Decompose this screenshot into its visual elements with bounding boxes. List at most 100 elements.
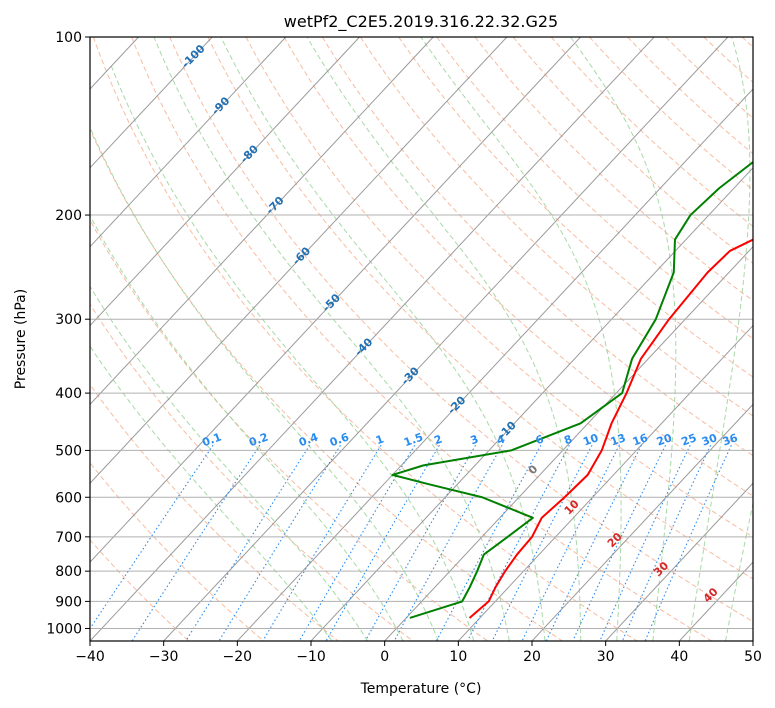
parcel-label: 20 bbox=[605, 530, 625, 550]
mixing-ratio-label: 1.5 bbox=[402, 430, 425, 449]
y-tick-label: 1000 bbox=[46, 621, 82, 637]
dry-adiabat-line bbox=[627, 37, 753, 155]
moist-adiabat-line bbox=[153, 37, 510, 641]
mixing-ratio-line bbox=[393, 444, 503, 641]
x-tick-label: 0 bbox=[380, 649, 389, 665]
mixing-ratio-line bbox=[621, 444, 712, 641]
isotherm-line bbox=[90, 37, 508, 485]
moist-adiabat-line bbox=[688, 37, 751, 641]
plot-frame bbox=[89, 36, 754, 642]
y-tick-label: 600 bbox=[55, 490, 82, 506]
isotherm-line bbox=[531, 403, 753, 641]
mixing-ratio-label: 36 bbox=[721, 431, 740, 449]
y-axis-ticks: 100 200 300 400 500 600 700 800 900 1000 bbox=[46, 30, 90, 637]
moist-adiabat-line bbox=[306, 37, 582, 641]
dry-adiabat-line bbox=[92, 37, 638, 641]
dry-adiabats bbox=[90, 37, 753, 641]
mixing-ratio-label: 1 bbox=[374, 432, 386, 447]
dry-adiabat-line bbox=[321, 37, 753, 457]
y-tick-label: 300 bbox=[55, 312, 82, 328]
background-line-labels: 0.1 0.2 0.4 0.6 1 1.5 2 3 4 6 8 10 13 16 20 25 30 36-100-… bbox=[179, 42, 740, 605]
isotherm-line bbox=[90, 37, 655, 641]
isotherm-line bbox=[678, 561, 753, 641]
dewpoint-profile bbox=[391, 160, 753, 619]
moist-adiabat-line bbox=[90, 125, 439, 641]
mixing-ratio-line bbox=[572, 444, 667, 641]
mixing-ratio-line bbox=[521, 444, 620, 641]
pressure-gridlines bbox=[90, 37, 753, 629]
dry-adiabat-line bbox=[169, 37, 753, 623]
dry-adiabat-line bbox=[245, 37, 753, 538]
y-tick-label: 700 bbox=[55, 530, 82, 546]
mixing-ratio-label: 30 bbox=[700, 431, 719, 449]
mixing-ratio-label: 0.4 bbox=[297, 430, 320, 449]
mixing-ratio-line bbox=[364, 444, 477, 641]
moist-adiabat-line bbox=[570, 37, 677, 641]
isotherm-line bbox=[90, 37, 213, 169]
dry-adiabat-line bbox=[90, 383, 339, 641]
mixing-ratio-line bbox=[325, 444, 440, 641]
isotherm-line bbox=[90, 37, 434, 406]
isotherm-line bbox=[90, 37, 287, 248]
y-tick-label: 200 bbox=[55, 208, 82, 224]
mixing-ratio-label: 13 bbox=[609, 431, 628, 448]
isotherm-line bbox=[752, 640, 753, 641]
parcel-label: 30 bbox=[651, 559, 671, 579]
dry-adiabat-line bbox=[90, 303, 414, 641]
dry-adiabat-line bbox=[703, 37, 753, 84]
isotherm-line bbox=[163, 37, 729, 641]
mixing-ratio-line bbox=[262, 444, 382, 641]
mixing-ratio-line bbox=[131, 444, 261, 641]
parcel-label: 40 bbox=[701, 585, 721, 605]
moist-adiabat-line bbox=[220, 37, 546, 641]
mixing-ratio-label: 10 bbox=[581, 431, 600, 449]
parcel-label: 10 bbox=[562, 497, 582, 517]
isotherm-line bbox=[384, 245, 753, 641]
mixing-ratio-line bbox=[467, 444, 570, 641]
isotherm-line bbox=[0, 37, 65, 641]
mixing-ratio-line bbox=[545, 444, 642, 641]
moist-adiabat-line bbox=[90, 214, 404, 641]
isotherm-line bbox=[236, 88, 753, 641]
dry-adiabat-line bbox=[90, 128, 563, 641]
mixing-ratio-line bbox=[298, 444, 416, 641]
dry-adiabat-line bbox=[436, 37, 753, 340]
mixing-ratio-label: 16 bbox=[631, 431, 650, 449]
y-tick-label: 500 bbox=[55, 443, 82, 459]
x-tick-label: 20 bbox=[523, 649, 541, 665]
mixing-ratio-label: 4 bbox=[495, 432, 507, 447]
isotherm-line bbox=[90, 37, 360, 327]
moist-adiabat-line bbox=[420, 37, 622, 641]
x-axis-ticks: −40 −30 −20 −10 0 10 20 30 40 50 bbox=[75, 641, 762, 665]
x-tick-label: −10 bbox=[296, 649, 326, 665]
isotherm-line bbox=[90, 37, 581, 563]
mixing-ratio-line bbox=[644, 444, 732, 641]
x-tick-label: 40 bbox=[670, 649, 688, 665]
y-tick-label: 100 bbox=[55, 30, 82, 46]
mixing-ratio-line bbox=[185, 444, 311, 641]
dry-adiabat-line bbox=[665, 37, 753, 119]
x-tick-label: −20 bbox=[223, 649, 253, 665]
mixing-ratio-label: 3 bbox=[469, 432, 481, 447]
mixing-ratio-label: 8 bbox=[562, 432, 574, 447]
parcel-label: 0 bbox=[526, 462, 541, 477]
dry-adiabat-line bbox=[398, 37, 753, 378]
plot-area: 0.1 0.2 0.4 0.6 1 1.5 2 3 4 6 8 10 13 16 20 25 30 36-100-… bbox=[0, 37, 753, 641]
mixing-ratio-line bbox=[435, 444, 542, 641]
mixing-ratio-lines bbox=[90, 444, 732, 641]
isotherm-line bbox=[457, 324, 753, 641]
dry-adiabat-line bbox=[512, 37, 753, 264]
dry-adiabat-line bbox=[131, 37, 712, 641]
mixing-ratio-label: 20 bbox=[655, 431, 674, 449]
mixing-ratio-line bbox=[90, 444, 214, 630]
mixing-ratio-line bbox=[599, 444, 691, 641]
y-axis-label: Pressure (hPa) bbox=[13, 289, 29, 389]
y-tick-label: 800 bbox=[55, 564, 82, 580]
x-axis-label: Temperature (°C) bbox=[360, 681, 482, 697]
mixing-ratio-line bbox=[491, 444, 593, 641]
temperature-profile bbox=[468, 238, 753, 619]
moist-adiabats bbox=[90, 37, 753, 641]
mixing-ratio-label: 0.1 bbox=[201, 430, 224, 449]
y-tick-label: 900 bbox=[55, 594, 82, 610]
